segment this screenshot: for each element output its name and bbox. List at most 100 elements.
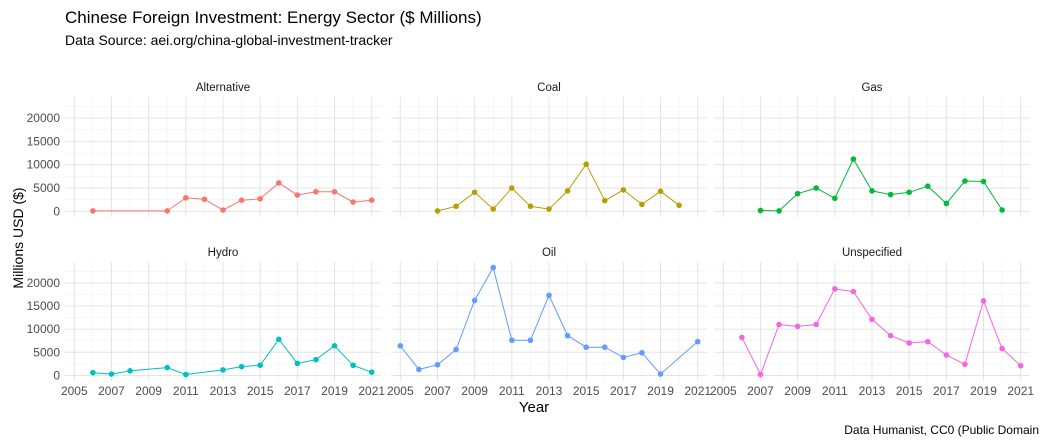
x-tick-label: 2015 — [896, 384, 923, 398]
data-point-unspecified — [813, 321, 820, 328]
data-point-oil — [620, 354, 627, 361]
x-tick-label: 2011 — [499, 384, 525, 398]
data-point-oil — [564, 332, 571, 339]
chart-title: Chinese Foreign Investment: Energy Secto… — [65, 8, 482, 27]
x-tick-label: 2021 — [1007, 384, 1034, 398]
x-tick-label: 2015 — [247, 384, 274, 398]
series-line-oil — [399, 266, 699, 375]
x-tick-label: 2005 — [387, 384, 414, 398]
data-point-coal — [657, 188, 664, 195]
facet-label-coal: Coal — [537, 82, 561, 94]
data-point-hydro — [350, 362, 356, 369]
x-tick-label: 2017 — [933, 384, 960, 398]
x-tick-label: 2021 — [358, 384, 385, 398]
series-line-gas — [760, 158, 1003, 212]
data-point-alternative — [220, 207, 226, 213]
data-point-oil — [490, 264, 497, 271]
data-point-alternative — [313, 188, 319, 195]
x-tick-label: 2009 — [135, 384, 162, 398]
data-point-hydro — [275, 336, 282, 343]
data-point-coal — [676, 202, 682, 209]
data-point-gas — [980, 178, 987, 185]
data-point-gas — [794, 190, 801, 197]
y-tick-label: 15000 — [27, 299, 61, 313]
data-point-gas — [906, 189, 912, 196]
data-point-gas — [813, 185, 820, 191]
data-point-oil — [434, 361, 441, 368]
x-tick-label: 2007 — [747, 384, 774, 398]
data-point-gas — [962, 178, 968, 184]
x-tick-label: 2019 — [970, 384, 997, 398]
data-point-hydro — [164, 364, 171, 371]
x-tick-label: 2007 — [424, 384, 451, 398]
data-point-oil — [657, 371, 664, 377]
data-point-oil — [453, 346, 459, 353]
y-axis-label: Millions USD ($) — [10, 187, 26, 289]
data-point-unspecified — [962, 361, 968, 368]
data-point-oil — [639, 349, 645, 356]
data-point-gas — [869, 188, 875, 194]
data-point-coal — [471, 189, 478, 196]
data-point-oil — [527, 337, 534, 344]
chart-subtitle: Data Source: aei.org/china-global-invest… — [65, 32, 393, 48]
x-tick-label: 2013 — [210, 384, 237, 398]
data-point-gas — [943, 200, 950, 207]
x-tick-label: 2017 — [284, 384, 311, 398]
x-tick-label: 2019 — [647, 384, 674, 398]
x-tick-label: 2017 — [610, 384, 637, 398]
x-tick-label: 2005 — [710, 384, 737, 398]
x-tick-label: 2013 — [859, 384, 886, 398]
data-point-unspecified — [794, 323, 801, 330]
y-tick-label: 5000 — [33, 345, 60, 359]
facet-label-alternative: Alternative — [196, 82, 250, 94]
facet-label-gas: Gas — [861, 82, 882, 94]
data-point-unspecified — [757, 371, 764, 378]
x-tick-label: 2021 — [684, 384, 711, 398]
series-line-hydro — [92, 338, 372, 376]
x-tick-label: 2009 — [784, 384, 811, 398]
data-point-oil — [471, 297, 478, 304]
data-point-coal — [434, 208, 441, 214]
data-point-coal — [583, 161, 589, 168]
data-point-coal — [453, 203, 459, 210]
data-point-unspecified — [850, 288, 857, 295]
data-point-oil — [546, 292, 552, 299]
x-tick-label: 2005 — [61, 384, 88, 398]
chart-caption: Data Humanist, CC0 (Public Domain — [844, 423, 1039, 437]
y-tick-label: 0 — [53, 368, 60, 382]
x-tick-label: 2019 — [321, 384, 348, 398]
data-point-alternative — [368, 197, 375, 203]
data-point-hydro — [183, 371, 189, 378]
data-point-oil — [601, 344, 608, 350]
data-point-hydro — [331, 343, 338, 349]
y-tick-label: 20000 — [27, 276, 61, 290]
data-point-hydro — [90, 369, 96, 376]
data-point-alternative — [90, 208, 96, 214]
data-point-oil — [416, 366, 422, 373]
y-tick-label: 15000 — [27, 134, 61, 148]
y-tick-label: 0 — [53, 204, 60, 218]
data-point-coal — [639, 201, 645, 208]
data-point-alternative — [238, 197, 245, 203]
data-point-hydro — [368, 369, 375, 376]
data-point-alternative — [294, 192, 301, 198]
data-point-hydro — [127, 368, 133, 374]
data-point-hydro — [294, 360, 301, 367]
x-tick-label: 2015 — [573, 384, 600, 398]
data-point-unspecified — [906, 340, 912, 346]
data-point-alternative — [201, 196, 208, 203]
data-point-unspecified — [887, 332, 894, 339]
data-point-hydro — [257, 362, 263, 369]
data-point-hydro — [238, 363, 245, 370]
data-point-hydro — [313, 356, 319, 363]
data-point-gas — [850, 156, 857, 162]
data-point-unspecified — [924, 338, 931, 345]
data-point-gas — [757, 207, 764, 214]
series-line-unspecified — [741, 288, 1022, 376]
data-point-alternative — [183, 195, 189, 201]
data-point-unspecified — [869, 316, 875, 323]
data-point-coal — [620, 187, 627, 193]
data-point-hydro — [220, 367, 226, 373]
y-tick-label: 10000 — [27, 158, 61, 172]
data-point-coal — [490, 206, 497, 212]
